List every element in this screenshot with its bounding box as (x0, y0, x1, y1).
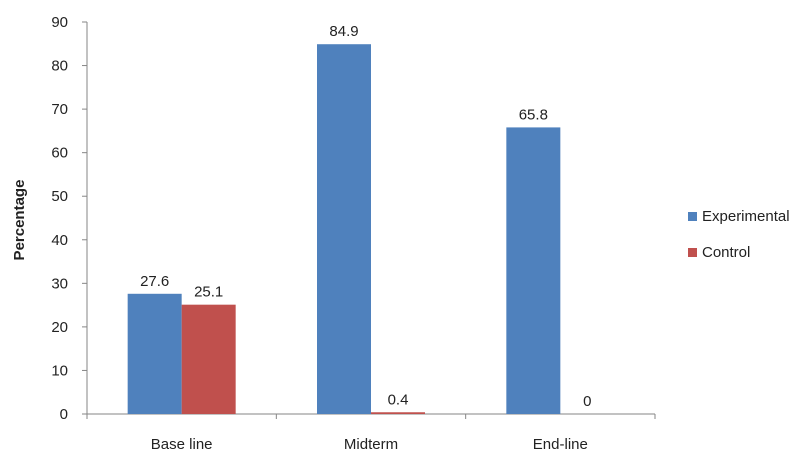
x-tick-label: Midterm (344, 436, 398, 453)
x-tick-label: Base line (151, 436, 213, 453)
y-tick-label: 30 (51, 275, 68, 292)
y-tick-label: 0 (60, 406, 68, 423)
bar-experimental (506, 127, 561, 414)
y-tick-label: 60 (51, 145, 68, 162)
y-axis-title: Percentage (11, 180, 28, 261)
legend-swatch-experimental (688, 212, 697, 221)
legend-label-experimental: Experimental (702, 208, 790, 225)
bar-control (181, 304, 236, 414)
legend-swatch-control (688, 248, 697, 257)
y-tick-label: 40 (51, 232, 68, 249)
bar-experimental (127, 293, 182, 414)
bar-control (371, 412, 425, 414)
data-label-experimental: 65.8 (519, 106, 548, 123)
y-tick-label: 10 (51, 362, 68, 379)
y-tick-label: 70 (51, 101, 68, 118)
data-label-control: 0 (583, 393, 591, 410)
data-label-control: 25.1 (194, 284, 223, 301)
y-tick-label: 80 (51, 58, 68, 75)
y-tick-label: 50 (51, 188, 68, 205)
data-label-experimental: 84.9 (329, 23, 358, 40)
x-tick-label: End-line (533, 436, 588, 453)
y-tick-label: 90 (51, 14, 68, 31)
bar-experimental (317, 44, 371, 415)
data-label-experimental: 27.6 (140, 273, 169, 290)
y-tick-label: 20 (51, 319, 68, 336)
legend-label-control: Control (702, 244, 750, 261)
data-label-control: 0.4 (388, 391, 409, 408)
